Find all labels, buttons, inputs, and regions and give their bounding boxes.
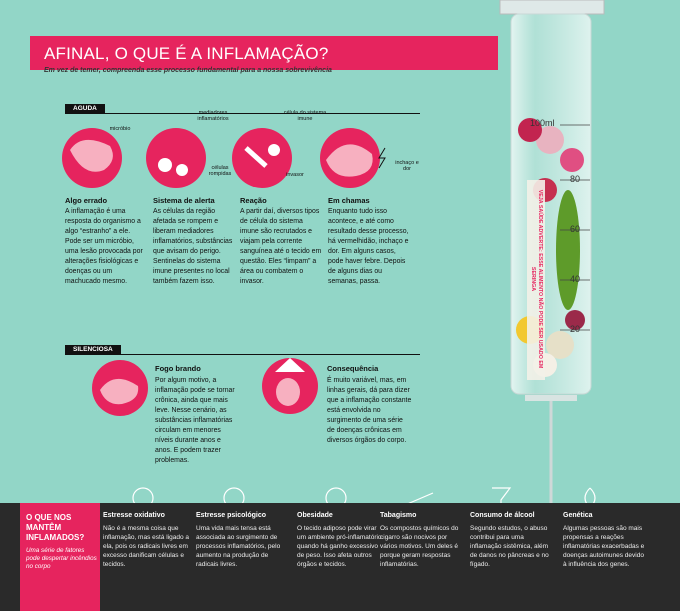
acute-icons <box>62 128 386 188</box>
syringe-mark: 60 <box>570 224 581 234</box>
section-tab: SILENCIOSA <box>65 345 121 354</box>
step-title: Sistema de alerta <box>153 196 215 205</box>
syringe-mark: 20 <box>570 324 581 334</box>
step-title: Algo errado <box>65 196 108 205</box>
factor-text: O tecido adiposo pode virar um ambiente … <box>297 525 382 568</box>
syringe <box>499 0 605 611</box>
title-band <box>30 36 498 70</box>
syringe-mark: 80 <box>570 174 581 184</box>
diagram-label: célula do sistema imune <box>283 110 327 122</box>
diagram-label: inchaço e dor <box>395 160 419 172</box>
step-text: A inflamação é uma resposta do organismo… <box>65 208 143 285</box>
step-text: Enquanto tudo isso acontece, e até como … <box>328 208 409 285</box>
factors-box <box>20 503 100 611</box>
silent-icons <box>92 358 318 416</box>
step-title: Reação <box>240 196 267 205</box>
factors-subtitle: Uma série de fatores pode despertar incê… <box>26 547 97 570</box>
factor-title: Consumo de álcool <box>470 512 535 519</box>
factor-title: Genética <box>563 512 593 519</box>
factor-text: Segundo estudos, o abuso contribui para … <box>470 525 549 568</box>
step-title: Consequência <box>327 364 379 373</box>
section-rule <box>65 354 420 355</box>
factors-band <box>0 503 680 611</box>
step-text: A partir daí, diversos tipos de célula d… <box>240 208 322 285</box>
factor-text: Não é a mesma coisa que inflamação, mas … <box>103 525 189 568</box>
diagram-label: mediadores inflamatórios <box>197 110 229 122</box>
syringe-warning: VEJA SAÚDE ADVERTE: ESSE ALIMENTO NÃO PO… <box>530 189 543 369</box>
diagram-label: células rompidas <box>208 165 232 177</box>
step-title: Fogo brando <box>155 364 201 373</box>
factor-text: Uma vida mais tensa está associada ao su… <box>196 525 281 568</box>
factor-text: Algumas pessoas são mais propensas a rea… <box>563 525 645 568</box>
diagram-label: invasor <box>286 172 304 178</box>
factor-title: Estresse psicológico <box>196 512 267 519</box>
step-text: É muito variável, mas, em linhas gerais,… <box>327 377 412 444</box>
section-rule <box>65 113 420 114</box>
section-tab: AGUDA <box>65 104 105 113</box>
factor-text: Os compostos químicos do cigarro são noc… <box>380 525 459 568</box>
factor-title: Tabagismo <box>380 512 417 519</box>
step-text: As células da região afetada se rompem e… <box>153 208 233 285</box>
factors-title: O QUE NOS MANTÊM INFLAMADOS? <box>26 513 85 542</box>
syringe-mark: 40 <box>570 274 581 284</box>
factor-title: Estresse oxidativo <box>103 512 165 519</box>
syringe-mark: 100ml <box>530 118 555 128</box>
title: AFINAL, O QUE É A INFLAMAÇÃO? <box>44 44 329 63</box>
step-text: Por algum motivo, a inflamação pode se t… <box>155 377 235 464</box>
factor-title: Obesidade <box>297 512 333 519</box>
subtitle: Em vez de temer, compreenda esse process… <box>44 67 332 74</box>
diagram-label: micróbio <box>109 126 131 132</box>
step-title: Em chamas <box>328 196 370 205</box>
